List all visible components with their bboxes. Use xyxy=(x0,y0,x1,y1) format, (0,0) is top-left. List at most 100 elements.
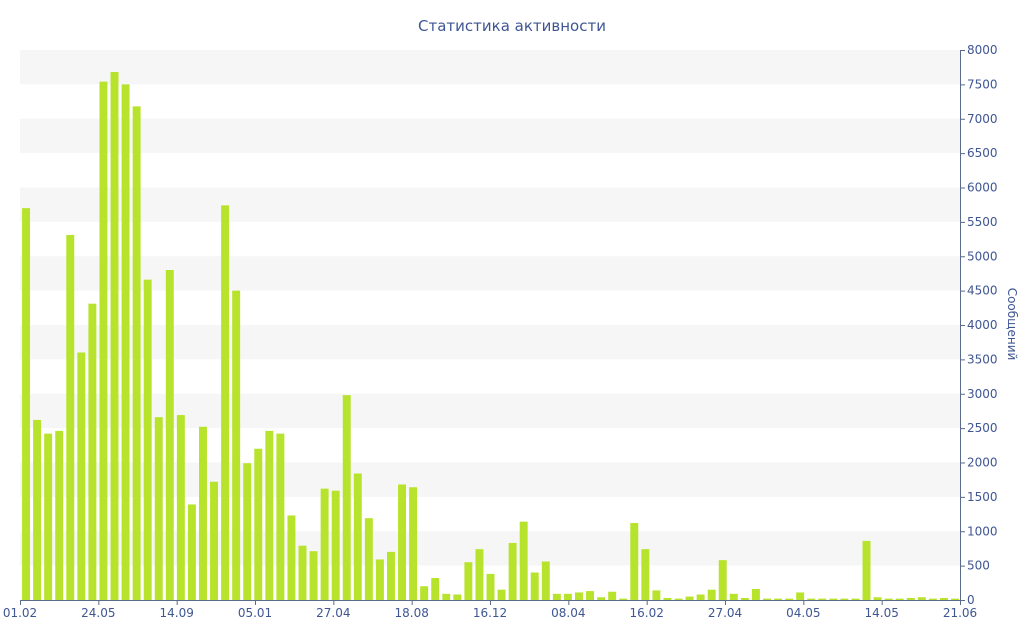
chart-bar xyxy=(718,560,727,601)
chart-bar xyxy=(287,515,296,600)
y-tick-label: 6000 xyxy=(967,181,998,195)
chart-bar xyxy=(420,586,429,600)
chart-title: Статистика активности xyxy=(418,17,606,35)
y-tick-label: 4500 xyxy=(967,284,998,298)
chart-bar xyxy=(630,523,639,600)
chart-bar xyxy=(519,521,528,601)
chart-bar xyxy=(785,598,794,601)
chart-bar xyxy=(729,593,738,600)
chart-bar xyxy=(818,598,827,601)
chart-bar xyxy=(33,419,42,601)
chart-bar xyxy=(353,473,362,600)
chart-bar xyxy=(154,417,163,601)
y-tick-label: 5000 xyxy=(967,249,998,263)
chart-bar xyxy=(696,594,705,600)
y-tick-label: 4000 xyxy=(967,318,998,332)
chart-bar xyxy=(807,598,816,601)
chart-bar xyxy=(331,490,340,600)
chart-bar xyxy=(464,562,473,600)
grid-bands xyxy=(20,50,960,566)
chart-bar xyxy=(475,549,484,601)
bars-group xyxy=(22,72,959,601)
chart-bar xyxy=(762,598,771,601)
x-tick-label: 24.05 xyxy=(81,606,115,620)
chart-bar xyxy=(950,598,959,601)
x-tick-label: 14.09 xyxy=(159,606,193,620)
x-tick-label: 04.05 xyxy=(786,606,820,620)
chart-bar xyxy=(375,559,384,600)
chart-bar xyxy=(309,551,318,600)
chart-bar xyxy=(508,542,517,600)
y-tick-label: 2500 xyxy=(967,421,998,435)
chart-bar xyxy=(674,598,683,601)
chart-bar xyxy=(541,561,550,600)
chart-bar xyxy=(221,205,230,601)
chart-bar xyxy=(165,270,174,600)
chart-bar xyxy=(608,591,617,600)
chart-bar xyxy=(342,395,351,601)
x-tick-label: 18.08 xyxy=(394,606,428,620)
chart-bar xyxy=(254,448,263,600)
x-tick-label: 21.06 xyxy=(943,606,977,620)
chart-bar xyxy=(707,589,716,600)
x-tick-label: 27.04 xyxy=(316,606,350,620)
y-axis-title: Сообщений xyxy=(1005,288,1019,361)
x-tick-label: 27.04 xyxy=(708,606,742,620)
chart-bar xyxy=(895,598,904,601)
chart-bar xyxy=(386,551,395,601)
chart-bar xyxy=(132,106,141,601)
y-tick-label: 6500 xyxy=(967,146,998,160)
chart-bar xyxy=(873,597,882,600)
chart-bar xyxy=(77,352,86,600)
chart-bar xyxy=(851,598,860,601)
chart-bar xyxy=(685,596,694,600)
chart-bar xyxy=(751,589,760,600)
x-tick-label: 14.05 xyxy=(864,606,898,620)
grid-band xyxy=(20,325,960,360)
chart-bar xyxy=(574,592,583,600)
chart-bar xyxy=(641,549,650,601)
chart-bar xyxy=(740,597,749,600)
chart-bar xyxy=(198,426,207,600)
chart-bar xyxy=(840,598,849,601)
x-tick-label: 16.02 xyxy=(629,606,663,620)
chart-bar xyxy=(453,594,462,600)
chart-bar xyxy=(829,598,838,601)
x-tick-label: 01.02 xyxy=(3,606,37,620)
y-tick-label: 1500 xyxy=(967,490,998,504)
chart-bar xyxy=(187,504,196,600)
chart-bar xyxy=(884,598,893,601)
y-tick-label: 7000 xyxy=(967,112,998,126)
chart-bar xyxy=(66,234,75,600)
chart-bar xyxy=(928,598,937,601)
x-tick-label: 16.12 xyxy=(473,606,507,620)
y-tick-label: 1000 xyxy=(967,524,998,538)
grid-band xyxy=(20,187,960,222)
chart-bar xyxy=(552,593,561,600)
chart-bar xyxy=(796,592,805,600)
chart-bar xyxy=(298,545,307,600)
x-tick-label: 08.04 xyxy=(551,606,585,620)
y-tick-label: 3500 xyxy=(967,352,998,366)
grid-band xyxy=(20,393,960,429)
grid-band xyxy=(20,256,960,291)
y-tick-label: 7500 xyxy=(967,77,998,91)
x-tick-label: 05.01 xyxy=(238,606,272,620)
chart-bar xyxy=(486,573,495,601)
grid-band xyxy=(20,50,960,85)
chart-bar xyxy=(88,303,97,600)
y-axis-ticks: 0 500 1000 1500 2000 2500 3000 3500 4000 4500 5000… xyxy=(960,43,998,607)
chart-bar xyxy=(99,81,108,601)
y-tick-label: 2000 xyxy=(967,456,998,470)
chart-bar xyxy=(597,597,606,600)
chart-bar xyxy=(143,279,152,601)
chart-bar xyxy=(398,484,407,600)
chart-bar xyxy=(862,540,871,601)
chart-bar xyxy=(121,84,130,601)
chart-bar xyxy=(563,593,572,600)
y-tick-label: 5500 xyxy=(967,215,998,229)
chart-bar xyxy=(210,481,219,600)
y-tick-label: 0 xyxy=(967,593,975,607)
